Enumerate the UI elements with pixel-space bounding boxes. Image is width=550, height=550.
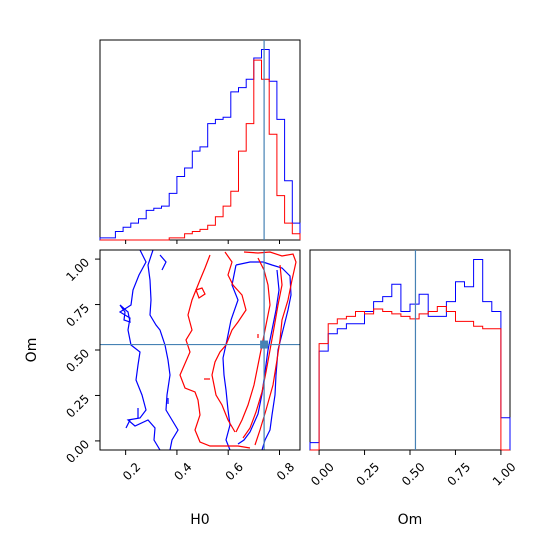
om-histogram-panel: 0.00 0.25 0.50 0.75 1.00: [308, 249, 519, 489]
contour-panel: 0.2 0.4 0.6 0.8 0.00 0.25 0.50 0.75 1.00: [63, 249, 301, 483]
red-contour-inner: [242, 264, 283, 439]
contour-xtick-label: 0.8: [274, 460, 297, 483]
blue-contour-outer: [118, 250, 161, 450]
contour-xtick-label: 0.6: [223, 460, 246, 483]
h0-hist-blue: [99, 49, 301, 240]
blue-contour-inner: [235, 261, 292, 450]
om-xtick-label: 0.75: [444, 460, 473, 489]
blue-contour-left-2: [125, 408, 139, 429]
red-contour-outer: [179, 254, 251, 449]
contour-ytick-label: 0.25: [63, 392, 92, 421]
h0-histogram-panel: [99, 39, 301, 244]
contour-ytick-label: 0.50: [63, 346, 92, 375]
blue-contour-inner-left: [222, 264, 239, 450]
om-xtick-label: 0.00: [308, 460, 337, 489]
red-contour-outer-right: [211, 251, 247, 433]
om-xtick-label: 0.50: [399, 460, 428, 489]
truth-marker: [260, 340, 269, 349]
contour-xtick-label: 0.2: [120, 460, 143, 483]
blue-contour-core-3: [159, 254, 167, 271]
contour-ytick-label: 0.75: [63, 301, 92, 330]
contour-ytick-label: 1.00: [63, 255, 92, 284]
contour-ytick-label: 0.00: [63, 437, 92, 466]
contour-xtick-label: 0.4: [171, 460, 194, 483]
h0-hist-frame: [99, 39, 301, 241]
h0-hist-red: [100, 59, 301, 241]
y-axis-label-om: Om: [24, 338, 40, 363]
red-contour-island: [195, 287, 206, 299]
om-xtick-label: 0.25: [354, 460, 383, 489]
blue-contour-core: [237, 269, 280, 445]
red-contour-top: [243, 251, 297, 446]
blue-contour-left: [119, 304, 131, 323]
x-axis-label-om: Om: [398, 512, 423, 528]
om-xtick-label: 1.00: [490, 460, 519, 489]
om-hist-frame: [309, 249, 511, 451]
x-axis-label-h0: H0: [190, 512, 209, 528]
om-hist-red: [310, 306, 510, 451]
om-hist-blue: [309, 259, 511, 450]
blue-contour-mid: [147, 250, 179, 450]
